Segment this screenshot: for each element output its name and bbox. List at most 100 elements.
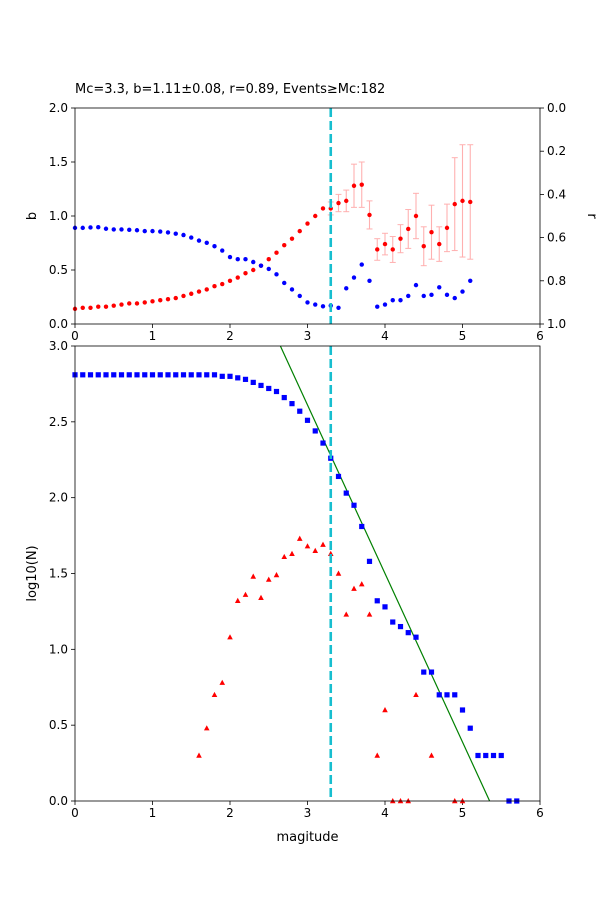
- b-value-point: [367, 212, 372, 218]
- x-tick-label: 4: [381, 806, 389, 820]
- r-value-point: [437, 285, 442, 290]
- cumulative-count-point: [165, 372, 171, 378]
- b-value-point: [344, 198, 349, 204]
- cumulative-count-point: [475, 752, 481, 759]
- b-value-point: [204, 287, 209, 292]
- b-value-point: [251, 267, 256, 273]
- b-value-point: [243, 271, 248, 276]
- noncumulative-count-point: [397, 798, 404, 804]
- noncumulative-count-point: [327, 550, 334, 556]
- y-axis-label: log10(N): [25, 545, 40, 601]
- r-value-point: [119, 227, 124, 232]
- b-value-point: [111, 303, 116, 308]
- x-tick-label: 1: [149, 806, 157, 820]
- r-value-point: [235, 257, 240, 262]
- r-value-point: [413, 282, 419, 288]
- cumulative-count-point: [359, 523, 365, 530]
- noncumulative-count-point: [273, 572, 280, 578]
- x-tick-label: 0: [71, 806, 79, 820]
- b-value-point: [382, 241, 388, 247]
- noncumulative-count-point: [428, 752, 435, 758]
- noncumulative-count-point: [320, 541, 326, 547]
- y-tick-label: 1.5: [49, 155, 68, 169]
- cumulative-count-point: [405, 630, 411, 636]
- r-value-point: [336, 305, 341, 310]
- b-value-point: [452, 201, 457, 207]
- x-tick-label: 3: [304, 329, 312, 343]
- cumulative-count-point: [343, 490, 349, 496]
- cumulative-count-point: [87, 372, 94, 378]
- noncumulative-count-point: [351, 585, 357, 591]
- r-value-point: [266, 266, 271, 272]
- r-value-point: [344, 286, 349, 291]
- cumulative-count-point: [335, 473, 342, 480]
- cumulative-count-point: [142, 372, 148, 378]
- cumulative-count-point: [80, 372, 86, 378]
- r-value-point: [165, 230, 171, 235]
- r-value-point: [406, 293, 411, 299]
- cumulative-count-point: [297, 408, 303, 414]
- cumulative-count-point: [436, 692, 442, 698]
- b-value-point: [313, 213, 318, 219]
- r-value-point: [243, 257, 248, 262]
- cumulative-count-point: [173, 372, 179, 378]
- x-tick-label: 1: [149, 329, 157, 343]
- r-value-point: [96, 225, 101, 230]
- right-y-tick-label: 1.0: [547, 317, 566, 331]
- cumulative-count-point: [103, 372, 109, 378]
- cumulative-count-point: [467, 725, 473, 731]
- r-value-point: [444, 292, 450, 298]
- cumulative-count-point: [250, 379, 256, 385]
- noncumulative-count-point: [227, 634, 233, 640]
- b-value-point: [437, 241, 442, 247]
- cumulative-count-point: [304, 417, 311, 423]
- b-value-point: [127, 301, 132, 306]
- cumulative-count-point: [266, 385, 272, 392]
- r-value-point: [220, 248, 225, 253]
- cumulative-count-point: [227, 373, 233, 379]
- cumulative-count-point: [289, 401, 295, 407]
- noncumulative-count-point: [366, 611, 373, 617]
- b-value-point: [119, 302, 124, 307]
- y-tick-label: 2.5: [49, 415, 68, 429]
- r-value-point: [204, 240, 209, 245]
- y-tick-label: 0.0: [49, 794, 68, 808]
- y-tick-label: 2.0: [49, 491, 68, 505]
- b-value-point: [305, 221, 310, 226]
- r-value-point: [212, 244, 217, 249]
- cumulative-count-point: [452, 692, 458, 698]
- cumulative-count-point: [219, 373, 225, 379]
- noncumulative-count-point: [304, 543, 311, 549]
- cumulative-count-point: [281, 394, 287, 401]
- b-value-point: [444, 225, 450, 231]
- r-value-point: [398, 298, 403, 303]
- b-value-point: [80, 305, 85, 310]
- cumulative-count-point: [390, 619, 396, 625]
- cumulative-count-point: [351, 502, 357, 508]
- noncumulative-count-point: [196, 752, 202, 758]
- b-value-point: [336, 200, 341, 206]
- r-value-point: [305, 300, 310, 305]
- y-tick-label: 0.5: [49, 718, 68, 732]
- cumulative-count-point: [421, 669, 427, 675]
- cumulative-count-point: [312, 428, 318, 434]
- cumulative-count-point: [374, 598, 380, 604]
- r-value-point: [173, 231, 178, 236]
- b-value-point: [158, 298, 163, 303]
- r-value-point: [227, 254, 233, 260]
- b-value-point: [421, 244, 426, 249]
- r-value-point: [274, 272, 279, 277]
- r-value-point: [282, 280, 287, 286]
- noncumulative-count-point: [389, 798, 396, 804]
- cumulative-count-point: [258, 382, 264, 389]
- y-tick-label: 1.0: [49, 209, 68, 223]
- cumulative-count-point: [196, 372, 202, 378]
- x-tick-label: 5: [459, 329, 467, 343]
- right-y-tick-label: 0.6: [547, 231, 566, 245]
- y-tick-label: 3.0: [49, 339, 68, 353]
- noncumulative-count-point: [405, 798, 412, 804]
- b-value-point: [297, 228, 302, 234]
- cumulative-count-point: [242, 376, 249, 382]
- r-value-point: [258, 263, 264, 268]
